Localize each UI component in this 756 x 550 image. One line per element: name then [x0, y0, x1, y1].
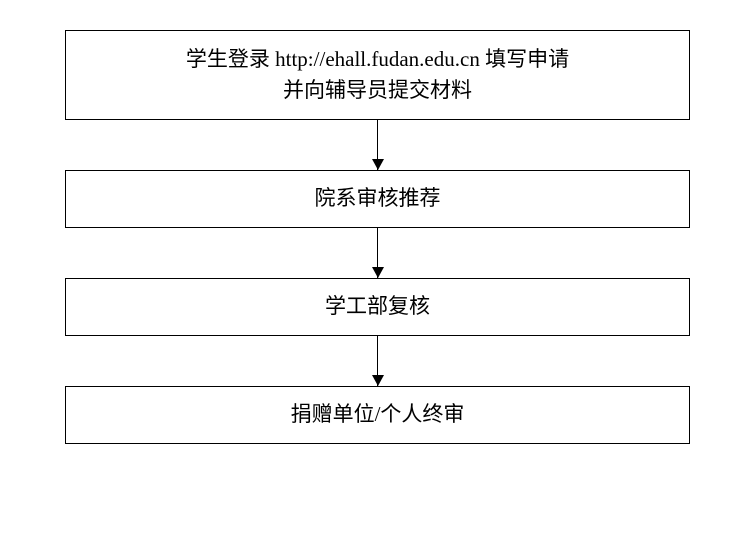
flow-node-step2: 院系审核推荐 — [65, 170, 690, 228]
flow-arrow — [65, 336, 690, 386]
node-text-line: 学工部复核 — [325, 291, 430, 323]
node-text-line: 并向辅导员提交材料 — [283, 75, 472, 107]
arrow-head-icon — [372, 267, 384, 278]
node-text-line: 学生登录 http://ehall.fudan.edu.cn 填写申请 — [186, 44, 569, 76]
node-text-line: 院系审核推荐 — [315, 183, 441, 215]
flow-node-step1: 学生登录 http://ehall.fudan.edu.cn 填写申请 并向辅导… — [65, 30, 690, 120]
arrow-head-icon — [372, 159, 384, 170]
node-text-line: 捐赠单位/个人终审 — [291, 399, 465, 431]
flow-node-step3: 学工部复核 — [65, 278, 690, 336]
flow-node-step4: 捐赠单位/个人终审 — [65, 386, 690, 444]
arrow-head-icon — [372, 375, 384, 386]
flow-arrow — [65, 120, 690, 170]
flow-arrow — [65, 228, 690, 278]
flowchart-container: 学生登录 http://ehall.fudan.edu.cn 填写申请 并向辅导… — [65, 30, 690, 444]
